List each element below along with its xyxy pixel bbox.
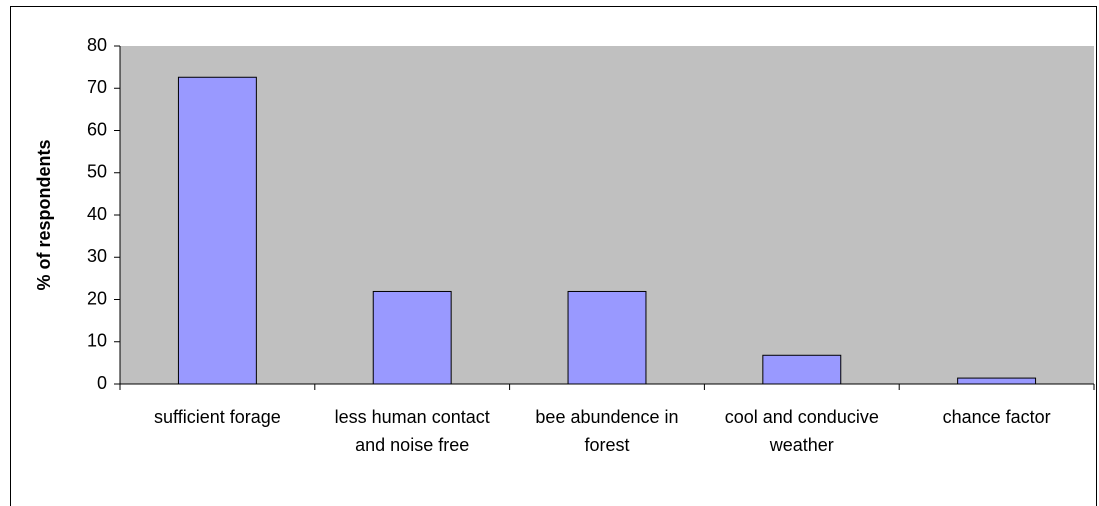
y-tick-label: 60 bbox=[87, 119, 107, 139]
y-tick-label: 70 bbox=[87, 77, 107, 97]
chart-frame bbox=[10, 6, 1097, 506]
x-tick-label: less human contact and noise free bbox=[334, 407, 490, 455]
bar bbox=[372, 290, 452, 385]
y-axis-label: % of respondents bbox=[34, 139, 54, 290]
bar bbox=[177, 76, 257, 385]
bar bbox=[957, 377, 1037, 385]
y-tick-label: 0 bbox=[97, 373, 107, 393]
y-tick-label: 50 bbox=[87, 162, 107, 182]
y-tick-label: 30 bbox=[87, 246, 107, 266]
y-tick-label: 80 bbox=[87, 35, 107, 55]
y-tick-label: 20 bbox=[87, 288, 107, 308]
bar bbox=[567, 290, 647, 385]
y-tick-label: 40 bbox=[87, 204, 107, 224]
x-tick-label: bee abundence in forest bbox=[535, 407, 679, 455]
x-tick-label: cool and conducive weather bbox=[724, 407, 879, 455]
x-tick-label: chance factor bbox=[942, 407, 1051, 427]
y-tick-label: 10 bbox=[87, 331, 107, 351]
bar bbox=[762, 354, 842, 385]
x-tick-label: sufficient forage bbox=[154, 407, 281, 427]
